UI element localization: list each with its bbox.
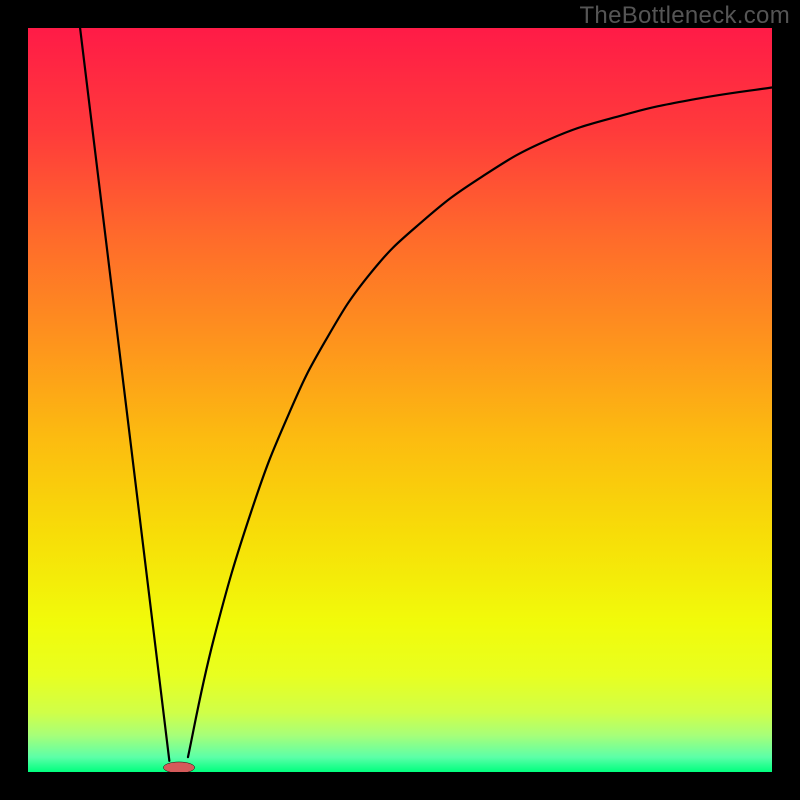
min-marker [163,762,194,772]
curve-right-branch [188,88,772,758]
curve-left-branch [80,28,169,761]
plot-area [28,28,772,772]
chart-container: TheBottleneck.com [0,0,800,800]
curve-layer [28,28,772,772]
watermark-text: TheBottleneck.com [579,2,790,30]
